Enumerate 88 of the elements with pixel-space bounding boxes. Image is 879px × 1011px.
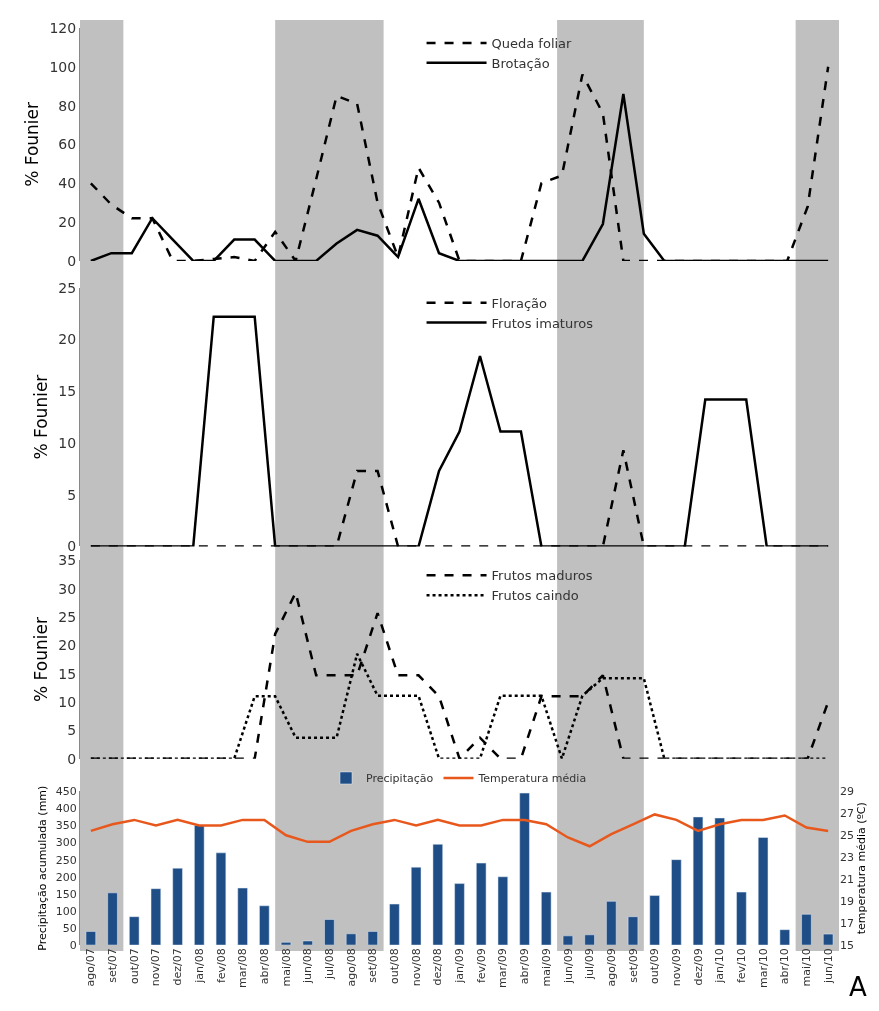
y-tick-label: 25	[58, 279, 77, 296]
y-tick-label: 20	[58, 331, 77, 348]
x-tick-label: fev/10	[734, 948, 748, 984]
x-tick-label: abr/08	[257, 948, 271, 985]
x-tick-label: mar/09	[496, 948, 510, 988]
y2-tick-label: 17	[840, 916, 854, 930]
legend-label: Floração	[491, 295, 548, 311]
y-tick-label: 300	[55, 836, 77, 850]
x-tick-label: set/07	[106, 948, 120, 983]
y-tick-label: 15	[58, 665, 77, 682]
x-tick-label: dez/08	[431, 948, 445, 986]
y2-tick-label: 19	[840, 894, 854, 908]
y-tick-label: 60	[58, 136, 77, 153]
x-tick-label: jun/09	[561, 948, 575, 984]
y-tick-label: 40	[58, 175, 77, 192]
y-axis-title: Precipitação acumulada (mm)	[36, 785, 50, 951]
legend-label: Precipitação	[366, 772, 434, 786]
legend-label: Brotação	[491, 55, 550, 71]
x-tick-label: nov/09	[669, 948, 683, 987]
x-tick-label: jul/09	[583, 948, 597, 981]
text: A	[849, 972, 867, 1002]
x-tick-label: jan/08	[192, 948, 206, 984]
y-tick-label: 20	[58, 213, 77, 230]
y-tick-label: 400	[55, 802, 77, 816]
y-tick-label: 250	[55, 853, 77, 867]
legend-label: Queda foliar	[491, 35, 573, 51]
y2-tick-label: 23	[840, 851, 854, 865]
x-tick-label: jun/08	[301, 948, 315, 984]
x-tick-label: out/07	[127, 948, 141, 984]
y-tick-label: 450	[55, 785, 77, 799]
x-tick-label: dez/09	[691, 948, 705, 986]
x-tick-label: out/09	[648, 948, 662, 984]
x-tick-label: nov/07	[149, 948, 163, 987]
y2-tick-label: 21	[840, 873, 854, 887]
x-tick-label: jan/10	[713, 948, 727, 984]
x-tick-label: ago/07	[84, 948, 98, 987]
y-axis-title: % Founier	[30, 617, 51, 702]
y-tick-label: 200	[55, 870, 77, 884]
x-tick-label: jul/08	[322, 948, 336, 981]
x-tick-label: mai/08	[279, 948, 293, 987]
y-tick-label: 350	[55, 819, 77, 833]
y2-tick-label: 29	[840, 785, 854, 799]
y-tick-label: 20	[58, 637, 77, 654]
y-tick-label: 25	[58, 608, 77, 625]
x-tick-label: mai/09	[539, 948, 553, 987]
y-tick-label: 10	[58, 434, 77, 451]
x-tick-label: mai/10	[800, 948, 814, 987]
x-tick-label: ago/08	[344, 948, 358, 987]
y2-tick-label: 15	[840, 938, 854, 952]
y-tick-label: 0	[67, 252, 77, 269]
y2-axis-title: temperatura média (ºC)	[855, 802, 869, 935]
y-tick-label: 120	[49, 19, 77, 36]
x-tick-label: abr/10	[778, 948, 792, 985]
y-axis-title: % Founier	[30, 374, 51, 460]
y-tick-label: 30	[58, 580, 77, 597]
x-tick-label: set/09	[626, 948, 640, 983]
legend-label: Temperatura média	[477, 772, 587, 786]
x-tick-label: mar/10	[756, 948, 770, 988]
y-tick-label: 35	[58, 552, 77, 569]
legend-label: Frutos caindo	[491, 588, 579, 604]
y-tick-label: 0	[69, 938, 77, 952]
y-tick-label: 80	[58, 97, 77, 114]
x-tick-label: fev/09	[474, 948, 488, 984]
y-tick-label: 15	[58, 383, 77, 400]
y-tick-label: 0	[67, 750, 77, 767]
x-tick-label: jan/09	[453, 948, 467, 984]
y-tick-label: 100	[55, 904, 77, 918]
y-axis-title: % Founier	[22, 102, 43, 187]
y-tick-label: 5	[67, 486, 77, 503]
y2-tick-label: 25	[840, 829, 854, 843]
x-tick-label: set/08	[366, 948, 380, 983]
y-tick-label: 100	[49, 58, 77, 75]
x-tick-label: abr/09	[518, 948, 532, 985]
x-tick-label: out/08	[388, 948, 402, 984]
x-tick-label: jun/10	[821, 948, 835, 984]
y-tick-label: 5	[67, 722, 77, 739]
x-tick-label: mar/08	[236, 948, 250, 988]
x-tick-label: fev/08	[214, 948, 228, 984]
y-tick-label: 50	[62, 921, 77, 935]
y-tick-label: 150	[55, 887, 77, 901]
y-tick-label: 0	[67, 538, 77, 555]
x-tick-label: ago/09	[604, 948, 618, 987]
y-tick-label: 10	[58, 693, 77, 710]
x-tick-label: nov/08	[409, 948, 423, 987]
y2-tick-label: 27	[840, 807, 854, 821]
x-tick-label: dez/07	[171, 948, 185, 986]
legend-label: Frutos imaturos	[491, 315, 594, 331]
legend-label: Frutos maduros	[491, 568, 593, 584]
